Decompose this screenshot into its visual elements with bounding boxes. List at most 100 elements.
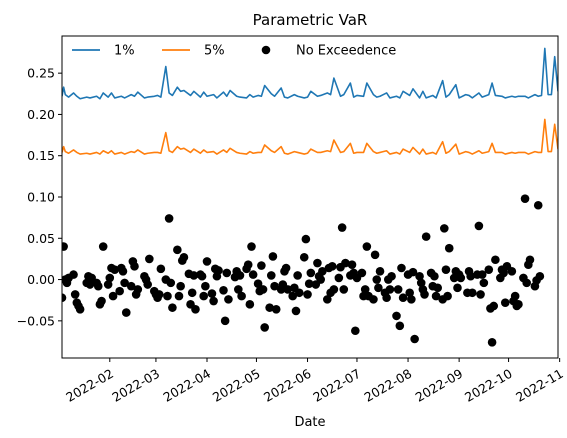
no-exceedence-point: [500, 298, 510, 307]
no-exceedence-point: [510, 291, 520, 301]
no-exceedence-point: [443, 291, 452, 301]
no-exceedence-point: [398, 293, 408, 303]
no-exceedence-point: [441, 265, 451, 274]
y-tick-label: 0.10: [27, 190, 55, 205]
no-exceedence-point: [316, 275, 326, 284]
x-axis-title: Date: [294, 415, 325, 430]
no-exceedence-point: [392, 311, 401, 321]
no-exceedence-point: [245, 300, 255, 309]
no-exceedence-point: [468, 288, 477, 298]
no-exceedence-point: [303, 290, 312, 299]
no-exceedence-point: [98, 242, 108, 251]
no-exceedence-point: [395, 321, 405, 331]
no-exceedence-point: [351, 326, 360, 336]
no-exceedence-point: [97, 296, 106, 306]
series-line-var-5pct: [62, 118, 558, 155]
y-tick-label: 0.20: [27, 107, 55, 122]
no-exceedence-point: [133, 285, 143, 294]
no-exceedence-point: [372, 275, 382, 284]
no-exceedence-point: [313, 258, 322, 268]
no-exceedence-point: [453, 283, 462, 293]
no-exceedence-point: [301, 234, 311, 244]
no-exceedence-point: [270, 281, 279, 291]
no-exceedence-point: [93, 281, 103, 291]
no-exceedence-point: [70, 290, 80, 299]
no-exceedence-point: [306, 268, 316, 278]
no-exceedence-point: [268, 252, 278, 261]
no-exceedence-point: [214, 266, 223, 275]
no-exceedence-point: [105, 273, 115, 283]
legend: 1% 5% No Exceedence: [72, 44, 396, 59]
no-exceedence-point: [339, 285, 349, 294]
no-exceedence-point: [357, 268, 367, 278]
no-exceedence-point: [248, 270, 258, 279]
no-exceedence-point: [243, 260, 253, 270]
no-exceedence-point: [281, 263, 291, 273]
no-exceedence-point: [407, 295, 416, 304]
no-exceedence-point: [164, 214, 174, 223]
no-exceedence-point: [374, 283, 383, 293]
series-line-var-1pct: [62, 47, 558, 100]
series-clip-group: [62, 47, 558, 347]
y-tick-label: 0.15: [27, 148, 55, 163]
no-exceedence-point: [176, 281, 185, 291]
no-exceedence-point: [479, 278, 489, 288]
no-exceedence-point: [499, 268, 508, 278]
no-exceedence-point: [154, 290, 164, 299]
no-exceedence-point: [334, 273, 344, 283]
no-exceedence-point: [288, 291, 298, 301]
no-exceedence-point: [219, 286, 228, 295]
no-exceedence-point: [253, 279, 263, 288]
no-exceedence-point: [85, 280, 95, 289]
no-exceedence-point: [174, 291, 184, 301]
no-exceedence-point: [173, 245, 182, 255]
no-exceedence-point: [421, 232, 431, 241]
no-exceedence-point: [247, 242, 256, 251]
no-exceedence-point: [369, 295, 378, 304]
no-exceedence-point: [491, 255, 500, 265]
y-tick-label: 0.25: [27, 66, 55, 81]
no-exceedence-point: [266, 271, 276, 280]
no-exceedence-point: [387, 271, 396, 281]
chart-title: Parametric VaR: [253, 11, 368, 29]
y-tick-label: 0.00: [27, 272, 55, 287]
no-exceedence-point: [341, 258, 350, 268]
no-exceedence-point: [487, 338, 497, 347]
y-axis: −0.05 0.00 0.05 0.10 0.15 0.20 0.25: [17, 66, 62, 328]
no-exceedence-point: [201, 281, 210, 291]
no-exceedence-point: [484, 265, 494, 274]
no-exceedence-point: [224, 295, 233, 304]
no-exceedence-point: [234, 285, 243, 294]
no-exceedence-point: [525, 255, 535, 265]
no-exceedence-point: [293, 271, 302, 280]
no-exceedence-point: [323, 295, 332, 304]
no-exceedence-point: [222, 268, 232, 278]
no-exceedence-point: [489, 301, 499, 311]
no-exceedence-point: [520, 194, 530, 203]
no-exceedence-point: [260, 323, 269, 332]
no-exceedence-point: [110, 265, 120, 274]
no-exceedence-point: [271, 304, 281, 314]
no-exceedence-point: [370, 250, 380, 260]
no-exceedence-point: [430, 271, 439, 281]
no-exceedence-point: [299, 252, 309, 262]
no-exceedence-point: [121, 308, 131, 317]
no-exceedence-point: [362, 242, 372, 251]
series-layer: [62, 47, 558, 347]
no-exceedence-point: [166, 278, 176, 288]
no-exceedence-point: [410, 334, 419, 344]
no-exceedence-point: [115, 286, 124, 296]
legend-label: 1%: [114, 44, 135, 59]
no-exceedence-point: [120, 278, 129, 288]
no-exceedence-point: [237, 291, 246, 301]
no-exceedence-point: [62, 242, 68, 251]
no-exceedence-point: [220, 316, 230, 326]
no-exceedence-point: [476, 290, 485, 299]
no-exceedence-point: [145, 254, 154, 264]
no-exceedence-point: [416, 278, 426, 288]
no-exceedence-point: [477, 270, 487, 279]
no-exceedence-point: [533, 200, 543, 210]
no-exceedence-point: [431, 291, 441, 301]
no-exceedence-point: [444, 243, 454, 253]
no-exceedence-point: [103, 280, 113, 289]
